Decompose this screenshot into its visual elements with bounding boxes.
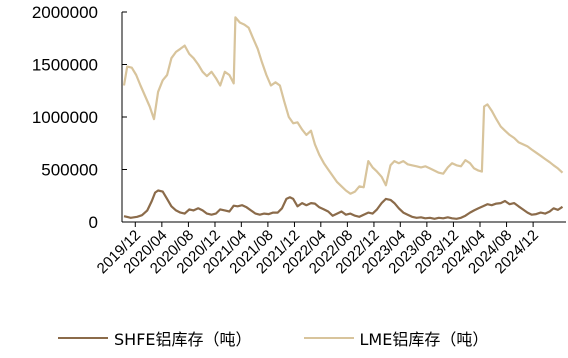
legend: SHFE铝库存（吨） LME铝库存（吨） xyxy=(58,326,540,350)
y-tick-label: 1000000 xyxy=(32,108,98,127)
legend-swatch-lme xyxy=(303,337,354,339)
y-tick-label: 0 xyxy=(89,213,98,232)
y-tick-label: 500000 xyxy=(41,161,98,180)
legend-item-lme: LME铝库存（吨） xyxy=(303,326,489,350)
legend-label-shfe: SHFE铝库存（吨） xyxy=(114,330,252,349)
legend-label-lme: LME铝库存（吨） xyxy=(359,330,489,349)
series-line-shfe xyxy=(123,189,564,220)
y-tick-label: 1500000 xyxy=(32,56,98,75)
series-layer xyxy=(122,16,564,220)
y-tick-label: 2000000 xyxy=(32,3,98,22)
x-axis: 2019/122020/042020/082020/122021/042021/… xyxy=(94,221,566,277)
legend-item-shfe: SHFE铝库存（吨） xyxy=(58,326,252,350)
series-line-lme xyxy=(122,16,564,195)
y-axis: 0 500000 1000000 1500000 2000000 xyxy=(32,3,127,232)
legend-swatch-shfe xyxy=(58,337,108,339)
